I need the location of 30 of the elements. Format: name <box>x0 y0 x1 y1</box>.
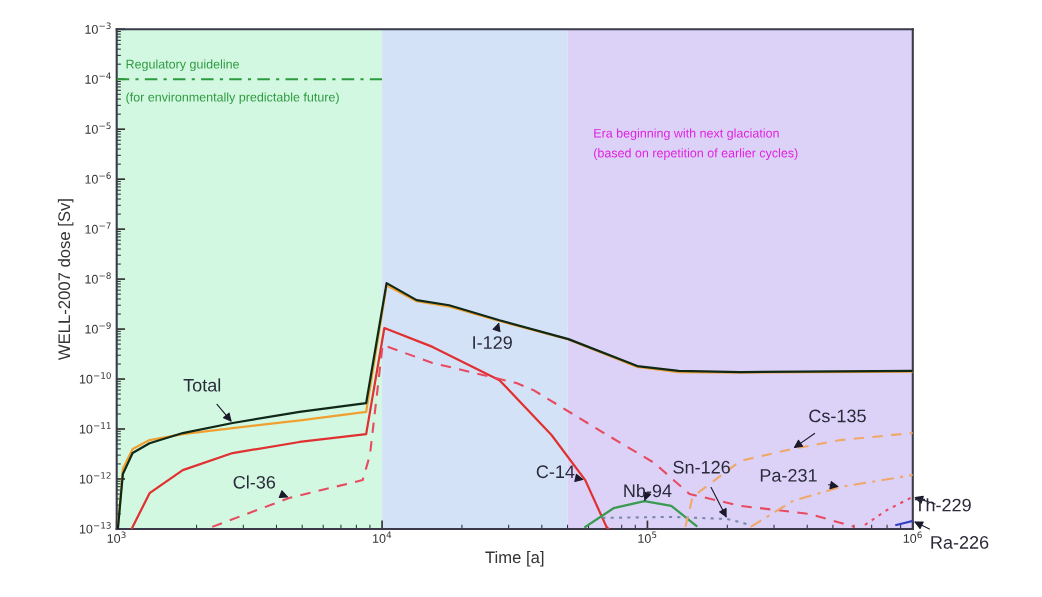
y-tick-label: 10$^{−7}$ <box>85 222 111 234</box>
series-label: Total <box>183 378 221 392</box>
y-tick-label: 10$^{−4}$ <box>85 72 111 84</box>
text: Sn-126 <box>673 460 730 474</box>
x-tick-label: 10$^{6}$ <box>903 531 922 543</box>
series-label: Pa-231 <box>760 468 817 482</box>
series-label: C-14 <box>536 465 575 479</box>
y-tick-label: 10$^{−13}$ <box>79 522 111 534</box>
y-tick-label: 10$^{−12}$ <box>79 472 111 484</box>
x-axis-title: Time [a] <box>485 551 544 567</box>
annotation: Regulatory guideline <box>126 59 239 72</box>
y-axis-title: WELL-2007 dose [Sv] <box>57 199 74 361</box>
series-label: Cl-36 <box>233 475 276 489</box>
x-tick-label: 10$^{4}$ <box>373 531 392 543</box>
series-label: Cs-135 <box>809 409 866 423</box>
annotation: (for environmentally predictable future) <box>126 92 339 105</box>
series-label: Th-229 <box>914 498 971 512</box>
y-tick-label: 10$^{−9}$ <box>85 322 111 334</box>
x-tick-label: 10$^{5}$ <box>638 531 657 543</box>
series-label: Ra-226 <box>931 536 989 549</box>
y-tick-label: 10$^{−5}$ <box>85 122 111 134</box>
y-tick-label: 10$^{−8}$ <box>85 272 111 284</box>
band-label: Era beginning with next glaciation (based on repetition of earlier cycles) <box>594 128 798 160</box>
series-label: Nb-94 <box>624 483 672 498</box>
y-tick-label: 10$^{−3}$ <box>85 22 111 34</box>
y-tick-label: 10$^{−10}$ <box>79 372 111 384</box>
y-tick-label: 10$^{−11}$ <box>79 422 111 434</box>
x-tick-label: 10$^{3}$ <box>107 531 126 543</box>
series-label: I-129 <box>473 336 512 349</box>
y-tick-label: 10$^{−6}$ <box>85 172 111 184</box>
